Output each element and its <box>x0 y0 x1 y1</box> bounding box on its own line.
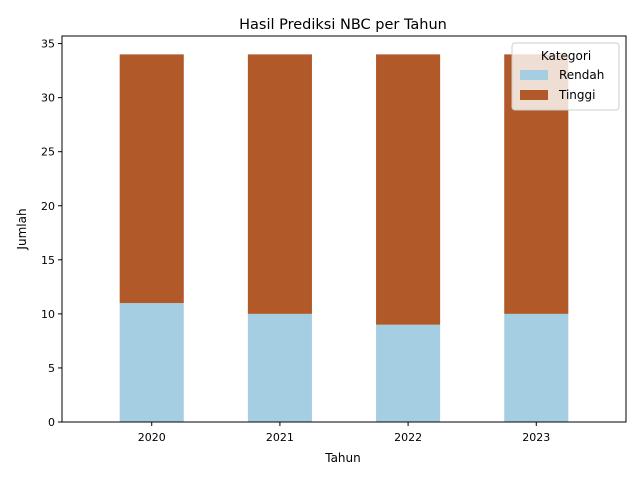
y-axis: 0 5 10 15 20 25 30 35 <box>41 38 62 429</box>
x-tick-label: 2020 <box>138 431 166 444</box>
x-axis: 2020 2021 2022 2023 <box>138 422 550 444</box>
bar-rendah-2020 <box>119 303 184 422</box>
legend-swatch-rendah <box>520 70 548 80</box>
bars-group <box>119 54 569 422</box>
plot-frame <box>61 35 627 423</box>
y-tick-label: 25 <box>41 146 55 159</box>
y-tick-label: 5 <box>48 362 55 375</box>
legend-label-rendah: Rendah <box>559 68 604 82</box>
x-tick-label: 2022 <box>394 431 422 444</box>
y-axis-label: Jumlah <box>15 208 29 250</box>
bar-tinggi-2021 <box>247 54 312 314</box>
x-tick-label: 2021 <box>266 431 294 444</box>
bar-rendah-2023 <box>504 313 569 422</box>
y-tick-label: 15 <box>41 254 55 267</box>
legend-swatch-tinggi <box>520 90 548 100</box>
y-tick-label: 0 <box>48 416 55 429</box>
x-axis-label: Tahun <box>324 451 361 465</box>
y-tick-label: 35 <box>41 38 55 51</box>
chart-title: Hasil Prediksi NBC per Tahun <box>239 17 447 33</box>
y-tick-label: 10 <box>41 308 55 321</box>
legend-label-tinggi: Tinggi <box>558 88 595 102</box>
legend-title: Kategori <box>541 49 591 63</box>
y-tick-label: 30 <box>41 92 55 105</box>
x-tick-label: 2023 <box>522 431 550 444</box>
y-tick-label: 20 <box>41 200 55 213</box>
bar-rendah-2021 <box>247 313 312 422</box>
bar-tinggi-2020 <box>119 54 184 304</box>
bar-rendah-2022 <box>376 324 441 422</box>
legend: Kategori Rendah Tinggi <box>511 42 620 111</box>
bar-tinggi-2022 <box>376 54 441 325</box>
